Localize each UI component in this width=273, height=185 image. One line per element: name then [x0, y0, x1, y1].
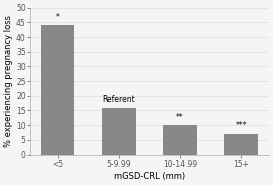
Bar: [163, 125, 197, 154]
Bar: [41, 25, 74, 154]
Bar: [102, 107, 136, 154]
Text: Referent: Referent: [102, 95, 135, 104]
Text: *: *: [56, 13, 60, 22]
Bar: [224, 134, 258, 154]
Text: **: **: [176, 113, 184, 122]
X-axis label: mGSD-CRL (mm): mGSD-CRL (mm): [114, 172, 185, 181]
Y-axis label: % experiencing pregnancy loss: % experiencing pregnancy loss: [4, 15, 13, 147]
Text: ***: ***: [235, 121, 247, 130]
